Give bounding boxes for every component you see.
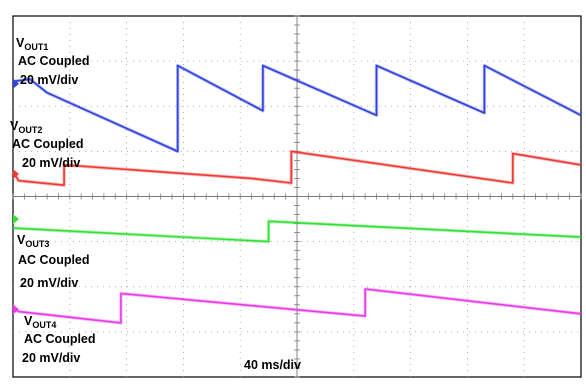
label-ch2-name: VOUT2 (10, 119, 42, 135)
channel-markers (13, 78, 19, 315)
marker-ch4 (13, 304, 19, 315)
label-ch3-coupling: AC Coupled (18, 253, 90, 267)
label-ch3-scale: 20 mV/div (20, 276, 78, 290)
marker-ch3 (13, 214, 19, 225)
x-axis-scale-label: 40 ms/div (244, 358, 301, 372)
traces (11, 63, 582, 325)
trace-ch4 (12, 288, 582, 324)
label-ch1-scale: 20 mV/div (20, 73, 78, 87)
label-ch2-scale: 20 mV/div (22, 156, 80, 170)
label-ch4-coupling: AC Coupled (24, 332, 96, 346)
label-ch1-name: VOUT1 (16, 36, 48, 52)
trace-ch2 (12, 150, 582, 186)
marker-ch1 (13, 78, 19, 89)
label-ch2-coupling: AC Coupled (12, 137, 84, 151)
label-ch3-name: VOUT3 (17, 233, 49, 249)
label-ch4-scale: 20 mV/div (22, 351, 80, 365)
label-ch1-coupling: AC Coupled (18, 54, 90, 68)
trace-ch3 (12, 220, 582, 243)
marker-ch2 (13, 168, 19, 179)
label-ch4-name: VOUT4 (24, 314, 56, 330)
trace-ch1 (12, 64, 582, 153)
